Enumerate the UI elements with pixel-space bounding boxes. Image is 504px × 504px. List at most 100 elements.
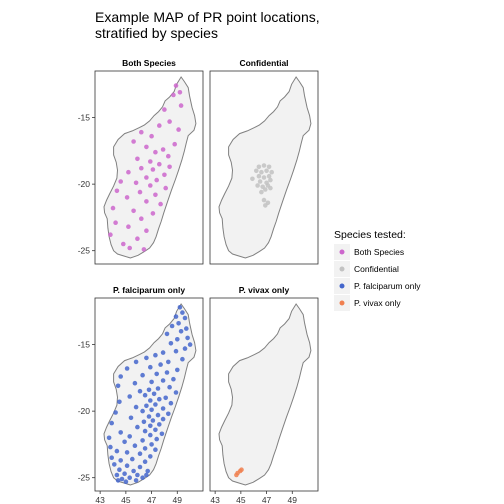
pr-point [250,176,255,182]
pr-point [145,468,150,474]
pr-point [133,180,139,186]
pr-point [154,371,159,377]
pr-point [133,359,139,365]
pr-point [162,172,167,178]
pr-point [253,168,259,174]
pr-point [167,384,172,390]
pr-point [127,434,132,439]
pr-point [257,179,263,184]
pr-point [141,419,147,425]
x-tick-label: 45 [121,495,131,504]
pr-point [127,245,132,251]
legend-swatch [339,249,345,255]
pr-point [153,447,158,453]
pr-point [172,141,177,147]
pr-point [114,448,120,454]
pr-point [154,177,159,183]
pr-point [153,427,158,433]
pr-point [123,479,129,485]
pr-point [178,103,184,108]
pr-point [141,247,147,252]
map-axes: -15 -20 -25 -15 -20 -25 43 45 47 49 43 45 47 49 [78,113,298,504]
pr-point [177,305,183,310]
pr-point [118,179,123,184]
pr-point [157,422,162,427]
pr-point [164,370,170,375]
pr-point [144,175,149,180]
legend-item: Confidential [334,261,399,277]
legend-label: P. falciparum only [354,281,421,291]
map-title-line-1: Example MAP of PR point locations, [95,9,320,25]
pr-point [121,241,126,247]
pr-point [114,188,120,194]
pr-point [167,164,172,170]
legend-label: P. vivax only [354,298,401,308]
pr-point [139,165,144,171]
pr-points [106,305,193,485]
pr-point [153,352,158,358]
pr-point [140,438,145,443]
pr-point [132,380,138,386]
pr-point [144,355,149,361]
map-panel-p-falciparum-only: P. falciparum only [94,285,204,492]
legend-item: P. vivax only [334,295,401,311]
legend-item: P. falciparum only [334,278,421,294]
pr-point [166,153,171,159]
pr-point [173,314,179,319]
madagascar-outline [103,76,197,259]
pr-point [137,464,143,470]
map-panel-confidential: Confidential [209,58,319,265]
legend-items: Both Species Confidential P. falciparum on… [334,244,421,311]
pr-point [171,376,176,382]
pr-point [148,159,153,164]
pr-point [157,123,162,128]
panel-label: Confidential [239,58,288,68]
legend-label: Confidential [354,264,399,274]
pr-points [108,83,184,252]
pr-point [175,367,180,373]
pr-point [160,378,166,383]
pr-point [171,92,176,98]
madagascar-outline [103,303,197,486]
pr-point [137,189,143,195]
pr-point [160,350,166,355]
pr-point [131,468,136,474]
pr-point [160,406,166,411]
x-tick-label: 43 [210,495,220,504]
pr-point [108,232,113,237]
pr-point [259,169,264,175]
pr-point [144,403,149,409]
pr-point [185,335,190,341]
pr-point [261,163,267,168]
pr-point [113,410,118,415]
pr-point [148,183,153,188]
pr-point [151,391,157,397]
pr-point [149,442,154,447]
pr-point [118,458,123,463]
y-tick-label: -25 [78,246,91,256]
y-tick-label: -20 [78,406,91,416]
pr-point [168,341,174,346]
pr-point [150,167,156,172]
pr-point [182,346,188,351]
pr-point [150,211,156,216]
pr-point [142,392,148,398]
pr-point [127,394,132,399]
pr-point [149,407,154,413]
pr-point [146,387,152,393]
pr-point [124,450,130,455]
map-panel-p-vivax-only: P. vivax only [209,285,319,492]
map-panels: Both Species Confidential P. falciparum on… [94,58,319,492]
pr-point [177,90,183,95]
pr-point [132,443,138,449]
pr-point [106,435,112,441]
pr-point [139,216,144,221]
pr-point [187,342,193,347]
pr-point [137,388,143,394]
pr-point [128,415,134,421]
pr-point [155,412,161,418]
pr-point [124,195,130,200]
pr-point [126,169,131,175]
x-tick-label: 49 [288,495,298,504]
pr-point [140,475,145,481]
